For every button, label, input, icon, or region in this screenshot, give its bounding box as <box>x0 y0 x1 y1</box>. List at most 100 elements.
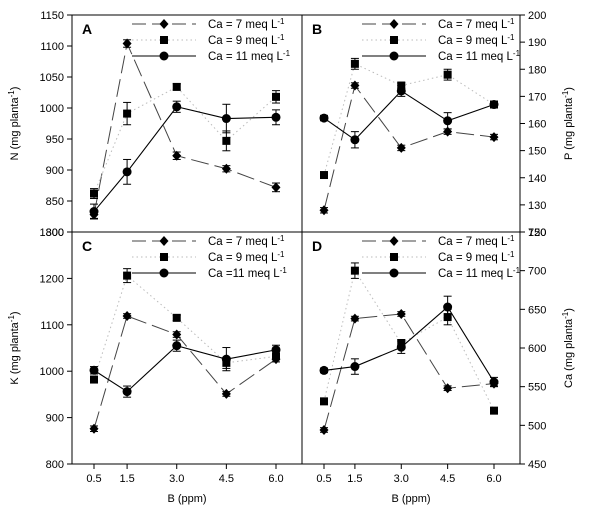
data-point <box>172 313 181 322</box>
y-tick-label: 1150 <box>40 10 64 22</box>
legend-entry: Ca = 7 meq L-1 <box>362 234 515 248</box>
series-1 <box>89 310 281 434</box>
data-point <box>272 92 280 101</box>
data-point <box>443 116 453 126</box>
panel-b: 120 130 140 150 160 170 180 190 200 P (mg planta-… <box>312 10 575 239</box>
x-tick-label: 0.5 <box>316 473 331 485</box>
legend-marker <box>389 236 399 246</box>
legend-entry: Ca = 11 meq L-1 <box>362 49 521 63</box>
y-tick-label: 170 <box>528 91 546 103</box>
data-point <box>271 345 281 355</box>
legend-entry: Ca = 9 meq L-1 <box>132 250 285 264</box>
data-point <box>221 354 231 364</box>
series-2 <box>320 262 498 415</box>
legend-marker <box>389 268 399 278</box>
series-line <box>323 313 495 431</box>
panel-d: 450 500 550 600 650 700 750 Ca (mg planta-1) D Ca… <box>312 227 575 471</box>
panel-label: B <box>312 21 322 37</box>
series-line <box>323 63 495 176</box>
data-point <box>319 113 329 123</box>
data-point <box>172 329 182 340</box>
legend-marker <box>390 253 398 261</box>
data-point <box>271 112 281 122</box>
legend-label: Ca = 7 meq L-1 <box>438 17 515 31</box>
data-point <box>271 182 281 193</box>
x-tick-label: 4.5 <box>219 473 234 485</box>
legend-marker <box>390 36 398 44</box>
series-line <box>93 274 277 380</box>
series-2 <box>90 82 280 200</box>
data-point <box>123 271 132 280</box>
legend-entry: Ca =11 meq L-1 <box>132 266 287 280</box>
y-tick-label: 900 <box>46 165 64 177</box>
legend-entry: Ca = 9 meq L-1 <box>132 33 285 47</box>
legend-marker <box>389 19 399 29</box>
y-tick-label: 200 <box>528 10 546 22</box>
y-tick-label: 450 <box>528 459 546 471</box>
legend-entry: Ca = 11 meq L-1 <box>362 266 521 280</box>
data-point <box>89 365 99 375</box>
data-point <box>89 423 99 434</box>
data-point <box>396 308 406 319</box>
y-tick-label: 190 <box>528 37 546 49</box>
legend-entry: Ca = 7 meq L-1 <box>132 234 285 248</box>
legend-label: Ca =11 meq L-1 <box>208 266 287 280</box>
series-3 <box>89 100 281 220</box>
data-point <box>443 70 452 79</box>
data-point <box>222 136 231 145</box>
legend-label: Ca = 7 meq L-1 <box>438 234 515 248</box>
data-point <box>90 375 98 384</box>
y-axis-label: N (mg planta-1) <box>7 87 21 161</box>
y-tick-label: 1000 <box>40 103 64 115</box>
legend-marker <box>160 253 168 261</box>
y-tick-label: 700 <box>528 266 546 278</box>
x-tick-label: 6.0 <box>486 473 501 485</box>
legend-marker <box>159 268 169 278</box>
y-tick-label: 160 <box>528 119 546 131</box>
legend-label: Ca = 9 meq L-1 <box>208 33 285 47</box>
y-tick-label: 130 <box>528 200 546 212</box>
x-tick-label: 0.5 <box>86 473 101 485</box>
y-tick-label: 1100 <box>40 320 64 332</box>
data-point <box>122 38 132 49</box>
data-point <box>396 142 406 153</box>
data-point <box>350 135 360 145</box>
data-point <box>319 205 329 216</box>
y-tick-label: 1000 <box>40 366 64 378</box>
legend-label: Ca = 9 meq L-1 <box>208 250 285 264</box>
data-point <box>172 150 182 161</box>
plot-frame <box>71 14 521 465</box>
data-point <box>396 342 406 352</box>
legend-entry: Ca = 7 meq L-1 <box>132 17 285 31</box>
x-axis-label: B (ppm) <box>391 493 430 505</box>
legend-marker <box>159 236 169 246</box>
data-point <box>350 313 360 324</box>
series-line <box>323 90 495 141</box>
legend-marker <box>389 51 399 61</box>
series-1 <box>319 80 499 216</box>
data-point <box>490 406 498 415</box>
panel-label: D <box>312 238 322 254</box>
x-tick-label: 1.5 <box>347 473 362 485</box>
data-point <box>489 132 499 143</box>
x-axis-label: B (ppm) <box>167 493 206 505</box>
y-tick-label: 800 <box>46 459 64 471</box>
series-line <box>93 106 277 212</box>
y-axis-label: Ca (mg planta-1) <box>561 308 575 388</box>
data-point <box>172 102 182 112</box>
y-tick-label: 900 <box>46 413 64 425</box>
legend-entry: Ca = 11 meq L-1 <box>132 49 291 63</box>
series-3 <box>319 295 499 388</box>
y-tick-label: 750 <box>528 227 546 239</box>
data-point <box>89 207 99 217</box>
data-point <box>122 387 132 397</box>
data-point <box>172 341 182 351</box>
data-point <box>489 100 499 110</box>
x-tick-label: 4.5 <box>440 473 455 485</box>
y-axis-label: K (mg planta-1) <box>7 311 21 384</box>
data-point <box>221 388 231 399</box>
y-axis-label: P (mg planta-1) <box>561 87 575 160</box>
data-point <box>350 59 359 68</box>
y-tick-label: 950 <box>46 134 64 146</box>
